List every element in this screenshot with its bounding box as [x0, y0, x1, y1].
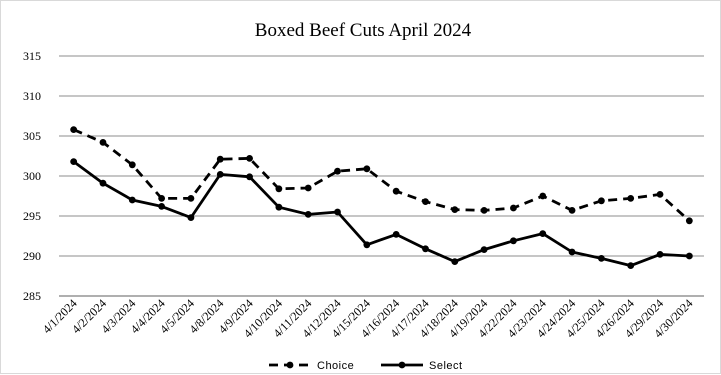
series-line-select	[72, 160, 690, 268]
y-tick-label: 315	[23, 49, 41, 63]
y-axis-ticks: 285 290 295 300 305 310 315	[23, 49, 41, 303]
data-point-choice	[216, 155, 224, 163]
data-point-select	[422, 245, 429, 253]
data-point-choice	[70, 126, 78, 133]
data-point-choice	[334, 167, 341, 175]
data-point-choice	[422, 198, 429, 206]
series-line-choice	[73, 128, 691, 222]
data-point-choice	[597, 197, 605, 205]
legend-marker-choice	[286, 361, 294, 369]
y-tick-label: 310	[23, 89, 41, 103]
gridlines	[59, 55, 704, 297]
data-point-choice	[392, 187, 400, 195]
chart-title: Boxed Beef Cuts April 2024	[255, 20, 472, 41]
data-point-select	[70, 158, 78, 166]
data-point-choice	[510, 204, 517, 212]
y-tick-label: 300	[23, 169, 41, 183]
data-point-choice	[158, 195, 166, 202]
data-point-select	[187, 214, 195, 222]
legend-label-select: Select	[429, 360, 463, 372]
data-point-choice	[480, 207, 488, 214]
data-point-choice	[539, 192, 547, 200]
data-point-choice	[627, 195, 635, 202]
data-point-select	[334, 208, 341, 216]
data-point-select	[685, 252, 693, 260]
data-point-choice	[275, 185, 283, 193]
series-lines	[70, 126, 693, 269]
data-point-choice	[246, 155, 253, 162]
data-point-select	[158, 203, 166, 210]
data-point-select	[99, 179, 107, 187]
data-point-select	[451, 258, 459, 265]
x-axis-ticks: 4/1/20244/2/20244/3/20244/4/20244/5/2024…	[40, 296, 696, 340]
data-point-choice	[568, 207, 576, 214]
data-point-select	[246, 173, 253, 181]
data-point-choice	[363, 165, 371, 173]
data-point-select	[568, 248, 576, 256]
data-point-choice	[304, 184, 312, 192]
data-point-choice	[187, 195, 195, 202]
data-point-select	[480, 246, 488, 254]
data-point-select	[275, 203, 283, 211]
legend: Choice Select	[269, 360, 463, 372]
data-point-select	[656, 251, 664, 258]
data-point-choice	[99, 139, 107, 146]
data-point-select	[128, 196, 136, 204]
data-point-select	[597, 255, 605, 262]
data-point-select	[510, 237, 517, 245]
data-point-choice	[685, 217, 693, 225]
y-tick-label: 285	[23, 289, 41, 303]
y-tick-label: 305	[23, 129, 41, 143]
legend-marker-select	[398, 361, 406, 369]
data-point-choice	[656, 191, 664, 198]
data-point-select	[363, 241, 371, 249]
data-point-choice	[128, 161, 136, 169]
data-point-select	[216, 171, 224, 178]
data-point-select	[539, 230, 547, 238]
data-point-choice	[451, 206, 459, 214]
y-tick-label: 295	[23, 209, 41, 223]
y-tick-label: 290	[23, 249, 41, 263]
data-point-select	[392, 231, 400, 238]
data-point-select	[627, 262, 635, 269]
legend-label-choice: Choice	[317, 360, 354, 372]
data-point-select	[304, 211, 312, 218]
